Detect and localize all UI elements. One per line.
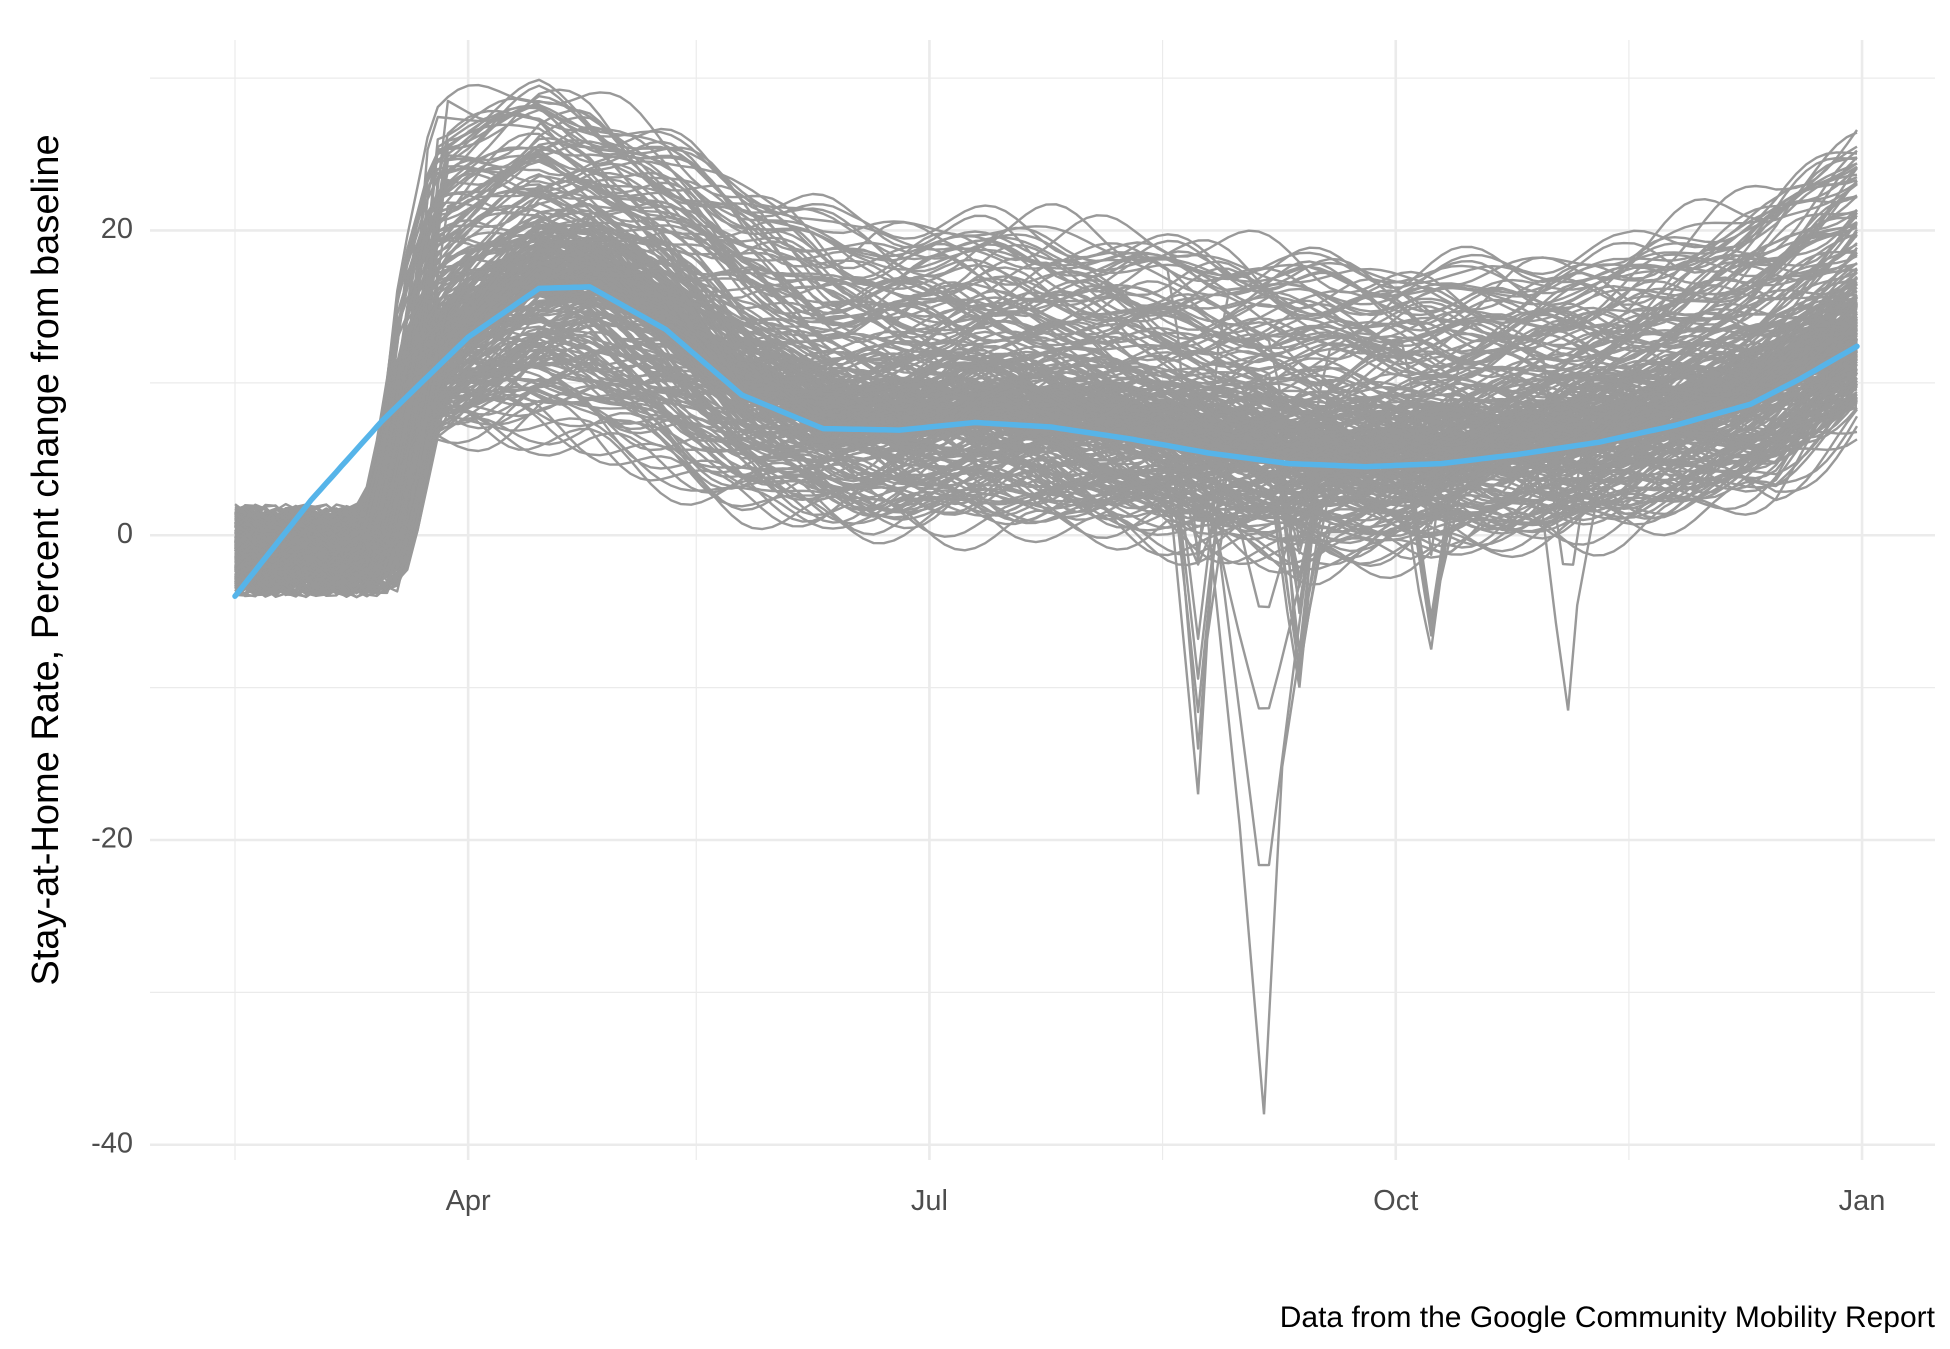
county-series-line <box>234 372 1858 595</box>
y-tick-label: -20 <box>91 823 133 855</box>
county-series-line <box>234 154 1858 530</box>
trend-line <box>232 284 1860 599</box>
county-series-line <box>234 184 1858 533</box>
county-series-line <box>234 195 1858 537</box>
x-axis-tick-labels: Apr Jul Oct Jan <box>446 1185 1886 1217</box>
county-series-line <box>234 172 1858 530</box>
county-series-line <box>234 169 1858 534</box>
county-series-line <box>234 123 1858 525</box>
y-tick-label: 0 <box>117 518 133 550</box>
county-series-line <box>234 377 1858 596</box>
x-tick-label: Apr <box>446 1185 491 1217</box>
y-tick-label: 20 <box>101 213 133 245</box>
dip-series-line <box>1267 474 1332 688</box>
y-axis-tick-labels: 20 0 -20 -40 <box>91 213 133 1159</box>
x-tick-label: Jan <box>1839 1185 1886 1217</box>
county-series-line <box>234 361 1858 592</box>
county-series-line <box>234 204 1858 539</box>
x-tick-label: Oct <box>1373 1185 1418 1217</box>
county-series-line <box>234 146 1858 528</box>
county-series-line <box>234 261 1858 575</box>
trend-layer <box>232 284 1860 599</box>
county-series-line <box>234 363 1858 867</box>
county-series-line <box>234 239 1858 545</box>
y-tick-label: -40 <box>91 1127 133 1159</box>
county-series-lines <box>234 78 1859 1115</box>
county-series-line <box>234 353 1858 593</box>
county-series-line <box>234 223 1858 543</box>
county-series-line <box>234 301 1858 576</box>
county-series-line <box>234 264 1858 569</box>
x-tick-label: Jul <box>911 1185 948 1217</box>
county-series-line <box>234 337 1858 587</box>
county-series-line <box>234 235 1858 555</box>
county-series-line <box>234 236 1858 545</box>
y-axis-title: Stay-at-Home Rate, Percent change from b… <box>25 134 67 985</box>
county-series-line <box>234 330 1858 585</box>
county-series-line <box>234 257 1858 552</box>
county-series-line <box>234 109 1858 526</box>
caption: Data from the Google Community Mobility … <box>1280 1301 1936 1334</box>
county-series-line <box>234 83 1858 523</box>
county-series-line <box>234 154 1858 532</box>
county-series-line <box>234 115 1858 529</box>
county-series-line <box>234 106 1858 525</box>
county-series-line <box>234 171 1858 532</box>
county-series-line <box>234 223 1857 549</box>
county-series-line <box>234 144 1858 534</box>
dip-series-line <box>1536 474 1600 711</box>
county-series-line <box>234 264 1858 561</box>
dip-series-line <box>1399 474 1463 650</box>
county-series-line <box>234 78 1858 525</box>
